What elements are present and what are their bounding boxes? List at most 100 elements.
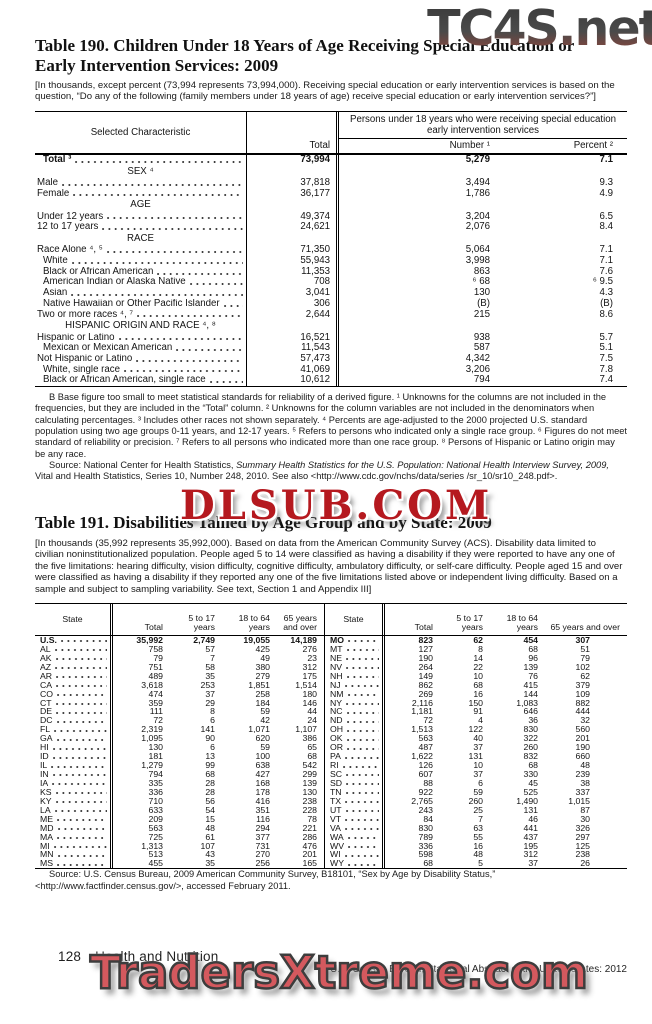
empty-cell bbox=[339, 199, 500, 211]
table191-header-18to64-left: 18 to 64 years bbox=[238, 612, 270, 633]
percent-cell: 9.3 bbox=[599, 176, 613, 188]
dot-leader bbox=[345, 818, 379, 823]
table190-data-row: American Indian or Alaska Native 708 ⁶ 68 ⁶… bbox=[35, 276, 627, 289]
table190-header-percent: Percent ² bbox=[573, 139, 613, 151]
total-cell: 16,521 bbox=[247, 332, 339, 344]
value-cell: 7 bbox=[210, 652, 215, 663]
table190-title: Table 190. Children Under 18 Years of Ag… bbox=[35, 36, 574, 75]
number-cell: 5,279 bbox=[465, 153, 490, 165]
dot-leader bbox=[346, 666, 379, 671]
value-cell: 380 bbox=[255, 661, 271, 672]
census-credit-line: U.S. Census Bureau, Statistical Abstract… bbox=[330, 964, 627, 975]
value-cell: 122 bbox=[468, 724, 484, 735]
dot-leader bbox=[344, 684, 379, 689]
state-label: IA bbox=[40, 778, 49, 788]
value-cell: 1,015 bbox=[568, 795, 590, 806]
value-cell: 37 bbox=[473, 769, 483, 780]
value-cell: 54 bbox=[205, 804, 215, 815]
value-cell: 297 bbox=[575, 831, 591, 842]
characteristic-cell: 12 to 17 years bbox=[35, 222, 247, 234]
value-cell: 386 bbox=[277, 734, 325, 744]
value-cell: 139 bbox=[523, 661, 539, 672]
characteristic-cell: Race Alone ⁴, ⁵ bbox=[35, 245, 247, 257]
percent-cell: 7.1 bbox=[599, 244, 613, 256]
value-cell: 68 bbox=[277, 752, 325, 762]
state-cell: NJ bbox=[325, 680, 385, 690]
table191-header-5to17-left: 5 to 17 years bbox=[188, 612, 215, 633]
percent-cell: 6.5 bbox=[599, 210, 613, 222]
row-label: Black or African American, single race bbox=[43, 375, 206, 386]
value-cell: 76 bbox=[528, 670, 538, 681]
dot-leader bbox=[56, 675, 107, 680]
dot-leader bbox=[209, 380, 243, 385]
table190-data-row: Black or African American, single race 10… bbox=[35, 375, 627, 387]
table191-row: IN 794 68 427 299 SC 607 37 330 239 bbox=[35, 770, 627, 779]
value-cell: 710 bbox=[148, 795, 164, 806]
total-cell: 11,353 bbox=[247, 266, 339, 278]
dot-leader bbox=[57, 693, 107, 698]
value-cell: 2,765 bbox=[411, 795, 433, 806]
value-cell: 57 bbox=[205, 643, 215, 654]
value-cell: 59 bbox=[260, 706, 270, 717]
state-cell: AR bbox=[35, 671, 113, 681]
table190-data-row: White 55,943 3,998 7.1 bbox=[35, 255, 627, 267]
value-cell: 322 bbox=[523, 733, 539, 744]
value-cell: 269 bbox=[418, 688, 434, 699]
row-label: Black or African American bbox=[43, 266, 154, 277]
state-label: VT bbox=[330, 814, 342, 824]
state-cell: NV bbox=[325, 662, 385, 672]
characteristic-cell: Hispanic or Latino bbox=[35, 332, 247, 344]
value-cell: 351 bbox=[255, 804, 271, 815]
table191-row: U.S. 35,992 2,749 19,055 14,189 MO 823 62 454 307 bbox=[35, 636, 627, 645]
table191-row: AK 79 7 49 23 NE 190 14 96 79 bbox=[35, 652, 627, 663]
total-cell: 36,177 bbox=[247, 188, 339, 200]
state-cell: NY bbox=[325, 698, 385, 708]
characteristic-cell: Female bbox=[35, 188, 247, 200]
total-cell: 306 bbox=[247, 298, 339, 310]
number-cell: 3,206 bbox=[465, 363, 490, 375]
characteristic-cell: AGE bbox=[35, 199, 247, 212]
state-cell: MA bbox=[35, 832, 113, 842]
value-cell: 789 bbox=[418, 831, 434, 842]
table191-row: MI 1,313 107 731 476 WV 336 16 195 125 bbox=[35, 840, 627, 851]
value-cell: 270 bbox=[255, 849, 271, 860]
value-cell: 195 bbox=[523, 840, 539, 851]
value-cell: 294 bbox=[255, 822, 271, 833]
value-cell: 68 bbox=[528, 760, 538, 771]
table191-row: KS 336 28 178 130 TN 922 59 525 337 bbox=[35, 787, 627, 797]
table190-data-row: Black or African American 11,353 863 7.6 bbox=[35, 266, 627, 278]
value-cell: 513 bbox=[148, 849, 164, 860]
characteristic-cell: White bbox=[35, 256, 247, 267]
table191-row: DC 72 6 42 24 ND 72 4 36 32 bbox=[35, 715, 627, 726]
value-cell: 48 bbox=[473, 849, 483, 860]
value-cell: 8 bbox=[478, 643, 483, 654]
table190-note: [In thousands, except percent (73,994 re… bbox=[35, 80, 615, 103]
value-cell: 6 bbox=[210, 715, 215, 726]
dot-leader bbox=[346, 782, 379, 787]
state-label: CT bbox=[40, 698, 52, 708]
dot-leader bbox=[107, 216, 243, 221]
state-cell: MN bbox=[35, 850, 113, 860]
dot-leader bbox=[346, 648, 379, 653]
total-cell: 71,350 bbox=[247, 245, 339, 257]
empty-cell bbox=[500, 199, 627, 211]
state-cell: LA bbox=[35, 805, 113, 815]
value-cell: 127 bbox=[418, 643, 434, 654]
value-cell: 42 bbox=[260, 715, 270, 726]
characteristic-cell: Asian bbox=[35, 288, 247, 299]
table191-row: MN 513 43 270 201 WI 598 48 312 238 bbox=[35, 849, 627, 860]
state-label: NC bbox=[330, 707, 343, 717]
total-cell: 11,543 bbox=[247, 343, 339, 355]
value-cell: 16 bbox=[473, 688, 483, 699]
state-cell: MD bbox=[35, 823, 113, 833]
value-cell: 563 bbox=[148, 822, 164, 833]
value-cell: 84 bbox=[423, 813, 433, 824]
dot-leader bbox=[102, 227, 243, 232]
value-cell: 832 bbox=[523, 751, 539, 762]
value-cell: 28 bbox=[205, 777, 215, 788]
dot-leader bbox=[347, 693, 379, 698]
state-cell: FL bbox=[35, 725, 113, 735]
number-cell: ⁶ 68 bbox=[472, 276, 490, 288]
state-cell: IA bbox=[35, 778, 113, 788]
percent-cell: 8.6 bbox=[599, 308, 613, 320]
